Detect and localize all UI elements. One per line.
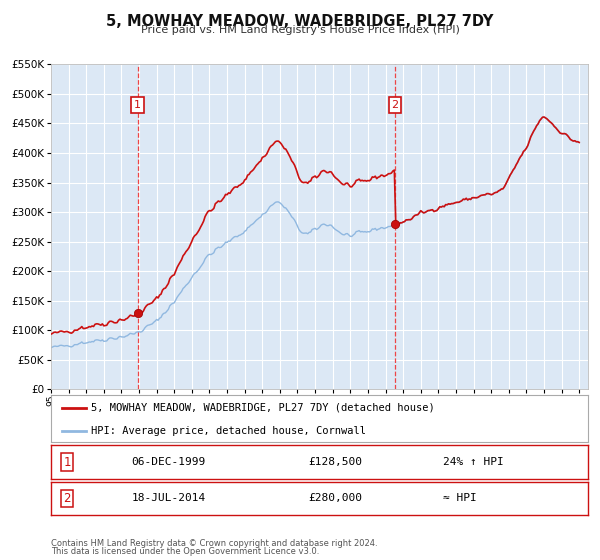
Text: 5, MOWHAY MEADOW, WADEBRIDGE, PL27 7DY: 5, MOWHAY MEADOW, WADEBRIDGE, PL27 7DY xyxy=(106,14,494,29)
Text: Contains HM Land Registry data © Crown copyright and database right 2024.: Contains HM Land Registry data © Crown c… xyxy=(51,539,377,548)
Text: £280,000: £280,000 xyxy=(309,493,363,503)
Text: 2: 2 xyxy=(391,100,398,110)
Text: Price paid vs. HM Land Registry's House Price Index (HPI): Price paid vs. HM Land Registry's House … xyxy=(140,25,460,35)
Text: ≈ HPI: ≈ HPI xyxy=(443,493,477,503)
Text: 18-JUL-2014: 18-JUL-2014 xyxy=(131,493,206,503)
Text: 2: 2 xyxy=(64,492,71,505)
Text: HPI: Average price, detached house, Cornwall: HPI: Average price, detached house, Corn… xyxy=(91,426,366,436)
Text: 06-DEC-1999: 06-DEC-1999 xyxy=(131,457,206,467)
Text: £128,500: £128,500 xyxy=(309,457,363,467)
Text: 1: 1 xyxy=(134,100,141,110)
Text: 5, MOWHAY MEADOW, WADEBRIDGE, PL27 7DY (detached house): 5, MOWHAY MEADOW, WADEBRIDGE, PL27 7DY (… xyxy=(91,403,435,413)
Text: 1: 1 xyxy=(64,455,71,469)
Text: 24% ↑ HPI: 24% ↑ HPI xyxy=(443,457,504,467)
Text: This data is licensed under the Open Government Licence v3.0.: This data is licensed under the Open Gov… xyxy=(51,548,319,557)
